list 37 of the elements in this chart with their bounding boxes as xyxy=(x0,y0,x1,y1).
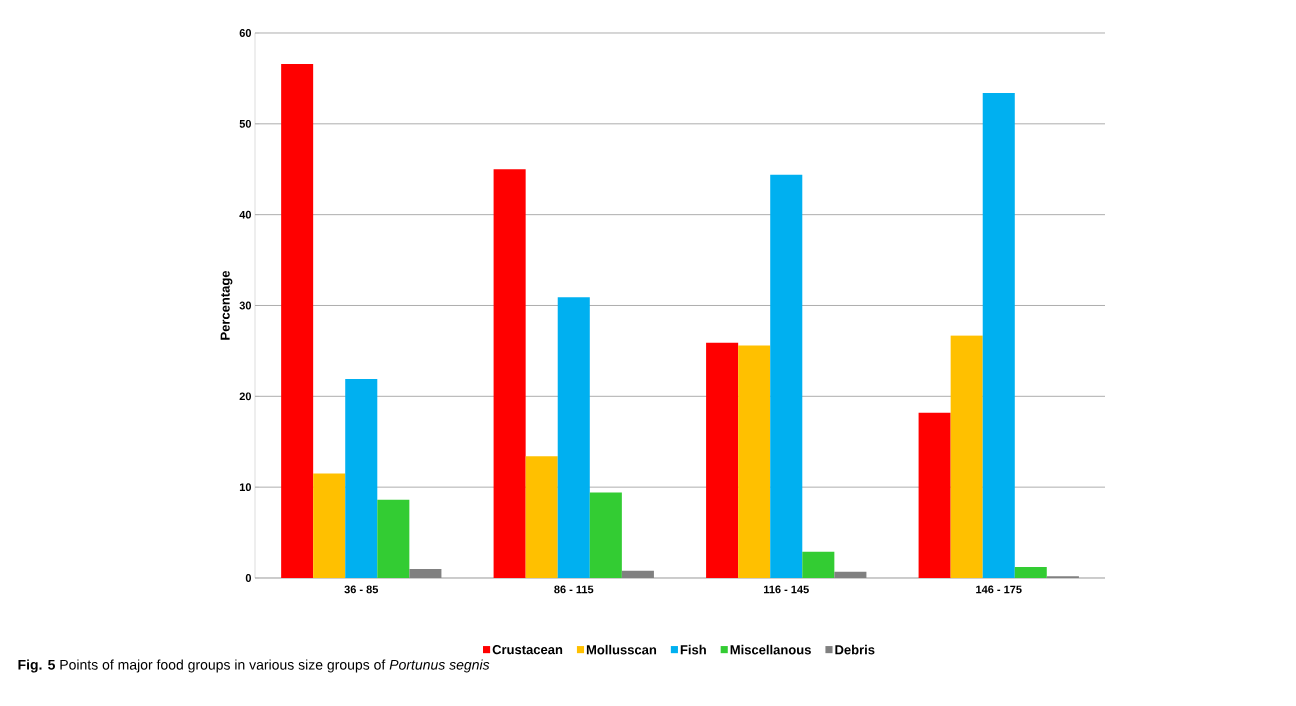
y-tick-label: 50 xyxy=(239,119,252,128)
bar xyxy=(345,379,378,578)
bar xyxy=(525,456,558,578)
bar xyxy=(770,174,803,578)
bar xyxy=(621,570,654,578)
bar xyxy=(982,92,1015,578)
bar xyxy=(834,571,867,578)
legend-label: Miscellanous xyxy=(730,644,811,655)
y-tick-label: 30 xyxy=(239,301,252,310)
bar xyxy=(918,412,951,578)
bar xyxy=(706,342,739,578)
y-tick-label: 40 xyxy=(239,210,252,219)
bar xyxy=(493,169,526,578)
text: Fig. 5 Points of major food groups in various size groups of Portunus segnis xyxy=(18,659,490,673)
legend-label: Crustacean xyxy=(492,645,563,655)
y-tick-label: 60 xyxy=(239,29,252,37)
x-tick-label: 146 - 175 xyxy=(976,585,1022,594)
bar xyxy=(802,551,835,578)
x-tick-label: 36 - 85 xyxy=(344,585,379,594)
x-tick-label: 86 - 115 xyxy=(554,585,594,594)
legend-label: Fish xyxy=(680,644,706,655)
y-axis-title: Percentage xyxy=(220,270,233,340)
bar xyxy=(738,345,771,578)
bar xyxy=(557,297,590,578)
bar xyxy=(409,568,442,578)
bar xyxy=(313,473,346,578)
x-tick-label: 116 - 145 xyxy=(764,585,809,594)
legend-label: Debris xyxy=(835,644,875,655)
bar xyxy=(281,63,314,578)
y-tick-label: 0 xyxy=(245,574,252,582)
legend-label: Mollusscan xyxy=(586,644,657,655)
bar xyxy=(1014,567,1047,578)
y-tick-label: 10 xyxy=(239,483,252,492)
bar xyxy=(950,335,983,578)
bar xyxy=(377,499,410,578)
y-tick-label: 20 xyxy=(239,392,252,401)
bar xyxy=(589,492,622,578)
